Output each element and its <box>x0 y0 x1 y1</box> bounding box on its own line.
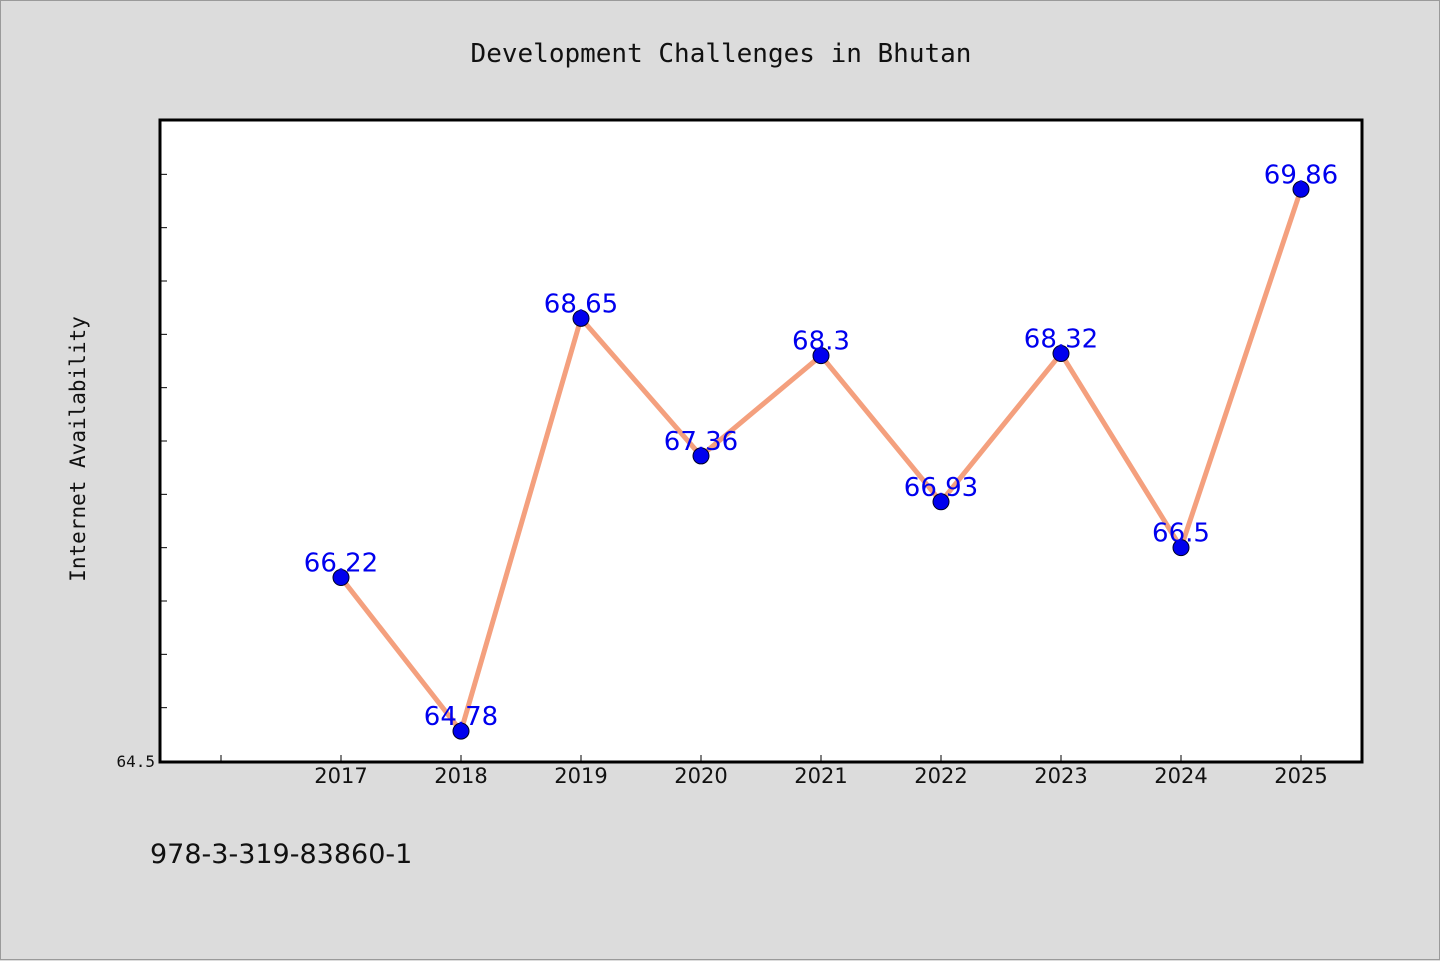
x-tick-label: 2019 <box>554 764 607 788</box>
x-axis-ticks: 2017 2018 2019 2020 2021 2022 2023 2024 2025 <box>220 755 1328 788</box>
chart-title: Development Challenges in Bhutan <box>471 39 972 69</box>
x-tick-label: 2017 <box>314 764 367 788</box>
data-label: 66.5 <box>1152 519 1210 549</box>
plot-area <box>158 118 1364 764</box>
y-tick-label: 64.5 <box>116 752 155 771</box>
data-label: 68.65 <box>544 289 618 319</box>
data-label: 68.32 <box>1024 325 1098 355</box>
data-label: 64.78 <box>424 702 498 732</box>
data-label: 69.86 <box>1264 160 1338 190</box>
data-point <box>1172 539 1190 557</box>
data-label: 66.93 <box>904 473 978 503</box>
data-point <box>812 347 830 365</box>
x-tick-label: 2018 <box>434 764 487 788</box>
data-point <box>1052 345 1070 363</box>
data-point <box>1292 180 1310 198</box>
x-tick-label: 2020 <box>674 764 727 788</box>
data-markers <box>332 180 1310 740</box>
data-point <box>452 722 470 740</box>
data-point <box>572 309 590 327</box>
isbn-text: 978-3-319-83860-1 <box>150 839 412 870</box>
data-point <box>932 493 950 511</box>
data-label: 68.3 <box>792 327 850 357</box>
y-axis-label: Internet Availability <box>66 316 90 582</box>
x-tick-label: 2025 <box>1274 764 1327 788</box>
x-tick-label: 2024 <box>1154 764 1207 788</box>
data-label: 67.36 <box>664 427 738 457</box>
data-point <box>692 447 710 465</box>
x-tick-label: 2021 <box>794 764 847 788</box>
data-point <box>332 569 350 587</box>
data-label: 66.22 <box>304 549 378 579</box>
y-axis-ticks: 64.5 <box>116 120 167 771</box>
x-tick-label: 2023 <box>1034 764 1087 788</box>
x-tick-label: 2022 <box>914 764 967 788</box>
data-labels: 66.22 64.78 68.65 67.36 68.3 66.93 68.32 66.5 69… <box>304 160 1338 732</box>
